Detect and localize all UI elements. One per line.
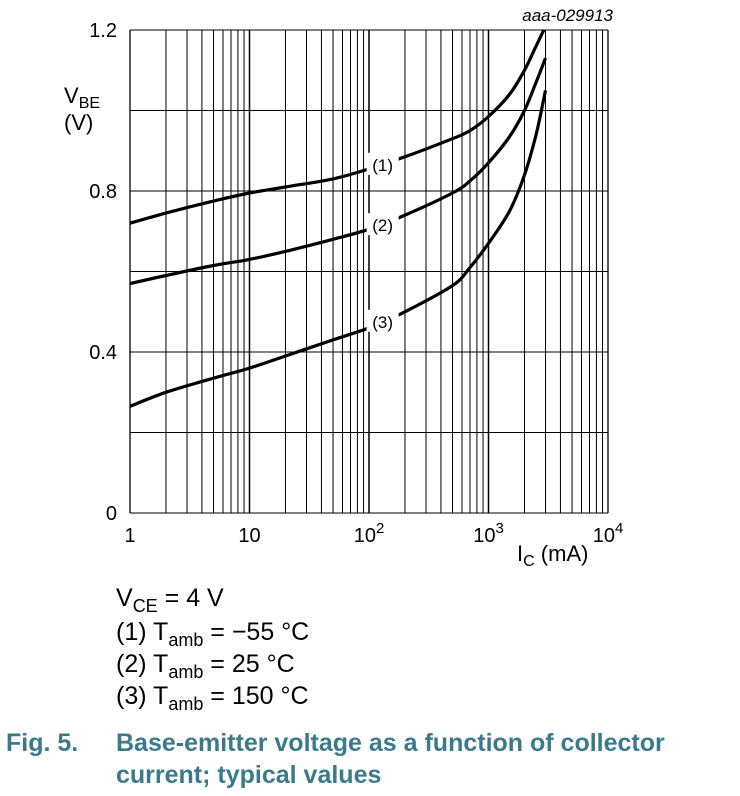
series-label-2: (2) <box>372 216 393 235</box>
condition-vce-main: V <box>116 584 133 612</box>
x-axis-label-sub: C <box>523 553 535 570</box>
series-label-bg-2 <box>366 213 399 236</box>
series-label-1: (1) <box>372 156 393 175</box>
figure-number: Fig. 5. <box>6 729 79 757</box>
condition-1-rest: = −55 °C <box>203 618 310 646</box>
x-tick-label-base: 10 <box>593 525 615 547</box>
x-tick-label: 1 <box>124 525 135 547</box>
x-tick-label: 104 <box>593 520 624 547</box>
series-line-2 <box>129 57 547 286</box>
series-line-1 <box>129 29 546 225</box>
series-line-3 <box>129 90 548 408</box>
condition-1-prefix: (1) T <box>116 618 169 646</box>
condition-3-prefix: (3) T <box>116 682 169 710</box>
tick-labels: 00.40.81.21 10 102 103 104 <box>89 20 623 547</box>
series-label-bg-3 <box>366 309 399 332</box>
condition-vce: VCE = 4 V <box>116 582 224 616</box>
y-axis-label: VBE <box>64 83 100 112</box>
y-axis-label-sub: BE <box>79 95 100 112</box>
x-tick-label-exponent: 3 <box>495 520 503 537</box>
x-axis-label-unit: (mA) <box>535 541 589 566</box>
condition-1-sub: amb <box>168 630 204 650</box>
condition-3-rest: = 150 °C <box>203 682 309 710</box>
y-tick-label: 1.2 <box>89 20 117 42</box>
x-tick-label-base: 1 <box>124 525 135 547</box>
condition-2-sub: amb <box>168 662 204 682</box>
x-tick-label: 10 <box>238 525 260 547</box>
y-axis-unit: (V) <box>64 110 93 135</box>
x-axis-label: IC (mA) <box>517 541 588 570</box>
y-tick-label: 0 <box>106 503 117 525</box>
vbe-ic-chart: (1)(2)(3) 00.40.81.21 10 102 103 104 aaa-029… <box>64 6 623 570</box>
condition-2-prefix: (2) T <box>116 650 169 678</box>
series-label-bg-1 <box>366 152 399 175</box>
condition-2-rest: = 25 °C <box>203 650 295 678</box>
x-tick-label-base: 10 <box>473 525 495 547</box>
condition-vce-sub: CE <box>132 596 158 616</box>
y-tick-label: 0.4 <box>89 342 117 364</box>
x-tick-label: 102 <box>354 520 385 547</box>
condition-1: (1) Tamb = −55 °C <box>116 616 310 650</box>
x-axis-label-main: I <box>517 541 523 566</box>
condition-2: (2) Tamb = 25 °C <box>116 648 295 682</box>
condition-3: (3) Tamb = 150 °C <box>116 680 309 714</box>
condition-3-sub: amb <box>168 694 204 714</box>
x-tick-label-exponent: 4 <box>615 520 623 537</box>
chart-id-code: aaa-029913 <box>522 6 613 25</box>
y-tick-label: 0.8 <box>89 181 117 203</box>
series-label-3: (3) <box>372 313 393 332</box>
condition-vce-rest: = 4 V <box>157 584 224 612</box>
x-tick-label-base: 10 <box>354 525 376 547</box>
x-tick-label-base: 10 <box>238 525 260 547</box>
curves: (1) (2) (3) <box>129 29 548 408</box>
y-axis-label-main: V <box>64 83 79 108</box>
x-tick-label: 103 <box>473 520 504 547</box>
figure-title: Base-emitter voltage as a function of co… <box>116 729 665 789</box>
grid <box>129 29 609 514</box>
x-tick-label-exponent: 2 <box>376 520 384 537</box>
